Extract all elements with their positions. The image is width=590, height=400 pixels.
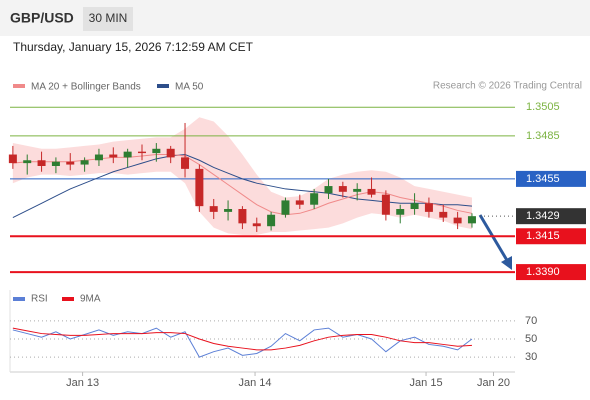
- timestamp: Thursday, January 15, 2026 7:12:59 AM CE…: [13, 40, 254, 54]
- level-label-box: [516, 170, 586, 187]
- level-label: 1.3455: [526, 173, 560, 185]
- level-label: 1.3429: [526, 210, 560, 222]
- rsi-tick-label: 30: [525, 351, 537, 363]
- rsi-tick-label: 70: [525, 315, 537, 327]
- x-tick-label: Jan 20: [477, 377, 510, 389]
- level-label-box: [516, 228, 586, 245]
- arrow-head: [501, 256, 512, 270]
- candle-body: [152, 148, 161, 154]
- candle-body: [51, 161, 60, 166]
- candle-body: [80, 160, 89, 165]
- legend-label: MA 20 + Bollinger Bands: [31, 82, 141, 93]
- rsi-line: [12, 327, 473, 358]
- candle-body: [166, 148, 175, 158]
- candle-body: [94, 154, 103, 161]
- candle-body: [8, 154, 17, 164]
- candle-body: [367, 188, 376, 195]
- candle-body: [238, 209, 247, 224]
- candle-body: [353, 188, 362, 192]
- candle-body: [224, 209, 233, 212]
- candle-body: [267, 214, 276, 227]
- legend-label: 9MA: [80, 294, 101, 305]
- candle-body: [209, 206, 218, 212]
- legend-swatch: [13, 84, 25, 88]
- timeframe: 30 MIN: [89, 11, 128, 25]
- candle-body: [295, 200, 304, 205]
- ma50-line: [12, 154, 473, 219]
- x-tick-label: Jan 15: [410, 377, 443, 389]
- legend-label: MA 50: [175, 82, 204, 93]
- candle-body: [181, 157, 190, 169]
- legend-swatch: [13, 297, 25, 301]
- arrow: [478, 214, 510, 263]
- candle-body: [338, 186, 347, 192]
- candle-body: [324, 186, 333, 194]
- level-label-box: [516, 264, 586, 281]
- candle-body: [37, 160, 46, 166]
- candle-body: [123, 151, 132, 158]
- candle-body: [439, 211, 448, 218]
- legend-swatch: [157, 84, 169, 88]
- candle-body: [310, 193, 319, 205]
- level-label: 1.3415: [526, 230, 560, 242]
- source: Research © 2026 Trading Central: [433, 81, 582, 92]
- candle-body: [410, 203, 419, 210]
- candle-body: [195, 168, 204, 207]
- candle-body: [109, 154, 118, 158]
- candle-body: [381, 194, 390, 215]
- candle-body: [424, 203, 433, 212]
- candle-body: [252, 223, 261, 227]
- level-label-box: [516, 208, 586, 225]
- level-label: 1.3505: [526, 101, 560, 113]
- rsi-line: [12, 327, 472, 351]
- candle-body: [453, 217, 462, 224]
- symbol: GBP/USD: [10, 10, 74, 26]
- candle-body: [467, 216, 476, 224]
- x-tick-label: Jan 13: [66, 377, 99, 389]
- rsi-tick-label: 50: [525, 333, 537, 345]
- legend-label: RSI: [31, 294, 48, 305]
- candle-body: [396, 209, 405, 215]
- x-tick-label: Jan 14: [239, 377, 272, 389]
- level-label: 1.3485: [526, 130, 560, 142]
- candle-body: [137, 151, 146, 154]
- candle-body: [23, 160, 32, 164]
- ma20-line: [12, 154, 473, 216]
- legend-swatch: [62, 297, 74, 301]
- level-label: 1.3390: [526, 266, 560, 278]
- bollinger-band: [12, 117, 472, 235]
- candle-body: [281, 200, 290, 215]
- candle-body: [66, 161, 75, 165]
- timeframe-box: [83, 7, 133, 31]
